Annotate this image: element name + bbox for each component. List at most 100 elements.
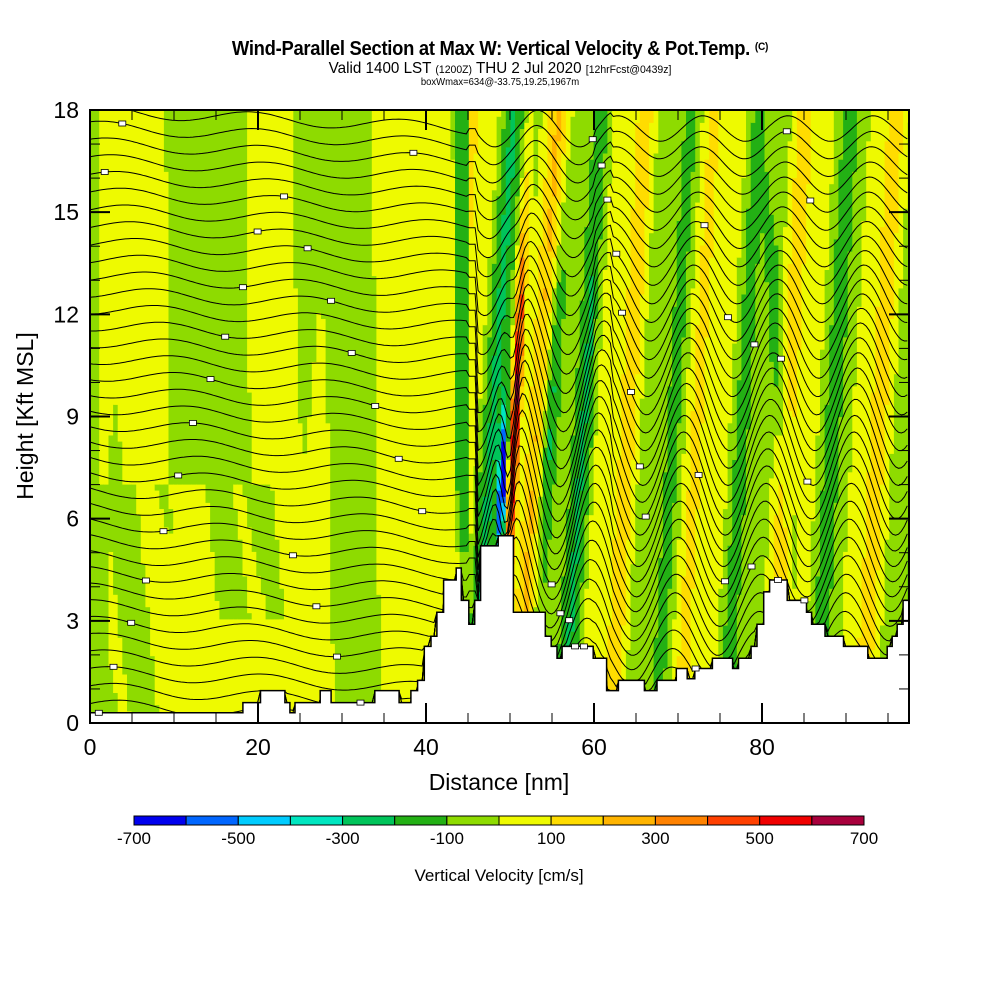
velocity-cell bbox=[838, 159, 844, 418]
velocity-cell bbox=[524, 110, 530, 123]
velocity-cell bbox=[122, 110, 128, 485]
velocity-cell bbox=[334, 110, 341, 723]
velocity-cell bbox=[750, 110, 756, 123]
velocity-cell bbox=[893, 232, 900, 375]
velocity-cell bbox=[639, 110, 645, 295]
contour-label bbox=[612, 250, 621, 257]
velocity-cell bbox=[584, 110, 590, 228]
velocity-cell bbox=[810, 110, 816, 522]
velocity-cell bbox=[759, 110, 766, 234]
velocity-cell bbox=[321, 110, 327, 320]
velocity-cell bbox=[473, 545, 479, 632]
velocity-cell bbox=[875, 306, 881, 571]
contour-label bbox=[556, 610, 565, 617]
velocity-cell bbox=[505, 496, 511, 522]
velocity-cell bbox=[279, 618, 285, 723]
velocity-cell bbox=[237, 618, 243, 723]
velocity-cell bbox=[187, 110, 193, 485]
velocity-cell bbox=[413, 110, 419, 723]
velocity-cell bbox=[468, 110, 474, 228]
velocity-cell bbox=[228, 110, 234, 620]
velocity-cell bbox=[519, 232, 525, 258]
velocity-cell bbox=[542, 379, 548, 411]
velocity-cell bbox=[538, 244, 544, 448]
velocity-cell bbox=[242, 496, 248, 577]
colorbar: -700 -500 -300 -100 100 300 500 700 bbox=[117, 815, 878, 848]
velocity-cell bbox=[127, 110, 133, 485]
velocity-cell bbox=[478, 110, 484, 399]
velocity-cell bbox=[233, 508, 239, 620]
velocity-cell bbox=[200, 110, 207, 485]
velocity-cell bbox=[750, 342, 756, 723]
velocity-cell bbox=[515, 342, 521, 375]
colorbar-swatch bbox=[498, 815, 552, 826]
velocity-cell bbox=[833, 238, 839, 503]
contour-label bbox=[188, 419, 197, 426]
velocity-cell bbox=[625, 287, 632, 540]
colorbar-swatch bbox=[342, 815, 396, 826]
velocity-cell bbox=[607, 183, 613, 626]
velocity-cell bbox=[177, 110, 183, 485]
velocity-cell bbox=[515, 404, 521, 430]
velocity-cell bbox=[792, 416, 798, 516]
velocity-cell bbox=[418, 110, 424, 723]
velocity-cell bbox=[464, 110, 470, 553]
isentrope-line bbox=[90, 265, 908, 355]
velocity-cell bbox=[519, 177, 525, 209]
velocity-cell bbox=[196, 110, 202, 485]
velocity-cell bbox=[598, 110, 604, 240]
boxwmax-label: boxWmax=634@-33.75,19.25,1967m bbox=[420, 77, 580, 88]
contour-label bbox=[635, 463, 644, 470]
velocity-cell bbox=[478, 471, 484, 565]
velocity-cell bbox=[542, 410, 548, 448]
velocity-cell bbox=[695, 508, 701, 723]
velocity-cell bbox=[889, 453, 895, 723]
velocity-cell bbox=[247, 392, 253, 528]
velocity-cell bbox=[884, 110, 890, 142]
velocity-cell bbox=[880, 110, 886, 228]
chart-title: Wind-Parallel Section at Max W: Vertical… bbox=[40, 38, 960, 61]
velocity-cell bbox=[598, 349, 604, 723]
y-tick-label: 15 bbox=[53, 199, 79, 225]
velocity-cell bbox=[635, 122, 641, 375]
velocity-cell bbox=[219, 110, 225, 620]
contour-label bbox=[627, 388, 635, 395]
velocity-cell bbox=[515, 465, 521, 485]
velocity-cell bbox=[538, 110, 544, 129]
contour-labels bbox=[94, 120, 815, 716]
velocity-cell bbox=[219, 618, 225, 723]
velocity-cell bbox=[704, 159, 710, 338]
velocity-cell bbox=[501, 214, 507, 319]
colorbar-swatch bbox=[289, 815, 343, 826]
velocity-cell bbox=[736, 257, 742, 381]
velocity-cell bbox=[279, 110, 285, 589]
velocity-cell bbox=[131, 483, 137, 723]
contour-label bbox=[303, 245, 312, 252]
contour-label bbox=[206, 376, 215, 383]
velocity-cell bbox=[815, 110, 821, 436]
y-tick-label: 12 bbox=[53, 301, 79, 327]
velocity-cell bbox=[482, 110, 488, 326]
velocity-cell bbox=[893, 373, 900, 723]
contour-label bbox=[774, 577, 782, 583]
velocity-cell bbox=[265, 110, 271, 485]
velocity-cell bbox=[159, 508, 165, 723]
contour-label bbox=[565, 617, 574, 624]
colorbar-swatch bbox=[446, 815, 500, 826]
isentrope-line bbox=[90, 251, 908, 336]
velocity-cell bbox=[875, 110, 881, 307]
x-tick-label: 0 bbox=[84, 734, 97, 760]
velocity-cell bbox=[256, 483, 262, 577]
velocity-cell bbox=[746, 208, 752, 430]
velocity-cell bbox=[145, 110, 151, 608]
x-tick-label: 20 bbox=[245, 734, 271, 760]
velocity-cell bbox=[533, 434, 539, 442]
velocity-cell bbox=[510, 110, 516, 179]
velocity-cell bbox=[224, 618, 230, 723]
velocity-cell bbox=[371, 275, 377, 723]
velocity-cell bbox=[699, 110, 705, 123]
colorbar-swatch bbox=[133, 815, 187, 826]
y-axis: 0 3 6 9 12 15 18 bbox=[53, 97, 909, 736]
velocity-cell bbox=[237, 483, 243, 540]
contour-label bbox=[782, 128, 791, 135]
